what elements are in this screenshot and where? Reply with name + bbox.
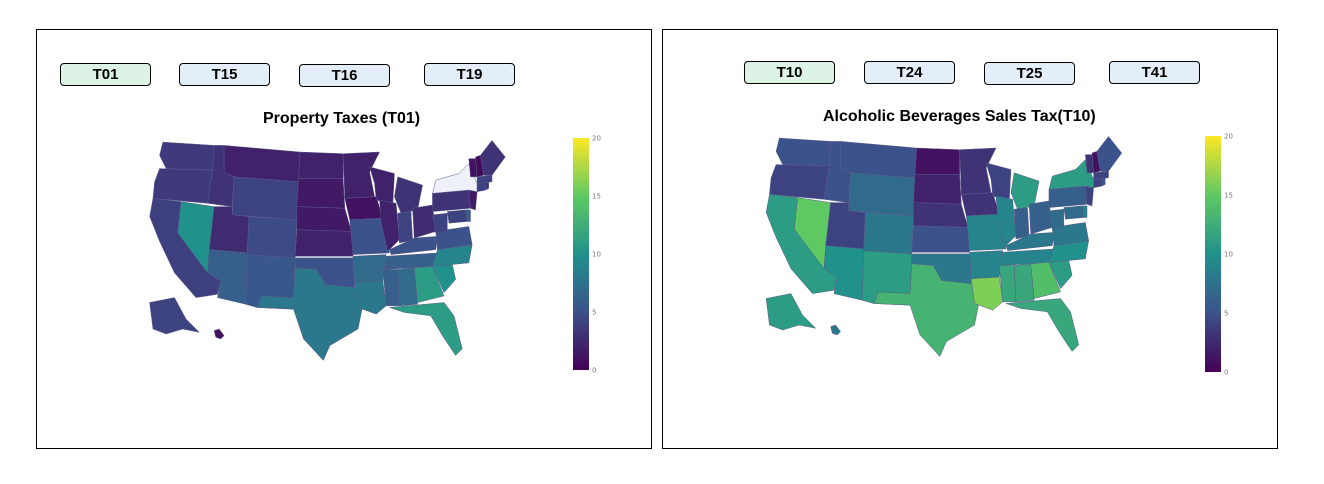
state-WA[interactable] [159, 141, 215, 171]
state-SD[interactable] [913, 174, 962, 205]
state-SD[interactable] [296, 178, 346, 209]
state-CO[interactable] [246, 216, 298, 259]
colorbar: 0 5 10 15 20 [573, 135, 601, 375]
state-MA[interactable] [1093, 170, 1109, 180]
state-GA[interactable] [414, 265, 445, 303]
state-KS[interactable] [911, 225, 970, 253]
state-AR[interactable] [969, 250, 1003, 279]
tab-T01[interactable]: T01 [60, 63, 151, 86]
state-MT[interactable] [223, 145, 301, 183]
state-IN[interactable] [397, 211, 413, 244]
colorbar-tick-label: 15 [1224, 192, 1233, 200]
state-ME[interactable] [480, 140, 506, 176]
colorbar-tick-label: 0 [1224, 369, 1228, 377]
state-WA[interactable] [775, 137, 831, 167]
colorbar-tick-label: 20 [1224, 133, 1233, 141]
state-PA[interactable] [432, 189, 471, 212]
colorbar-gradient [1205, 136, 1221, 372]
tab-T16[interactable]: T16 [299, 64, 390, 87]
state-VA[interactable] [1052, 222, 1089, 246]
property-taxes-panel: T01 T15 T16 T19 Property Taxes (T01) 0 5 1… [36, 29, 652, 449]
state-MN[interactable] [959, 147, 997, 195]
colorbar-tick-label: 5 [1224, 310, 1228, 318]
tab-T10[interactable]: T10 [744, 61, 835, 84]
us-choropleth-map [765, 136, 1122, 357]
state-PA[interactable] [1048, 185, 1088, 208]
map-title: Property Taxes (T01) [263, 110, 421, 127]
state-AK[interactable] [765, 293, 817, 331]
alcohol-tax-panel: T10 T24 T25 T41 Alcoholic Beverages Sale… [662, 29, 1278, 449]
state-WV[interactable] [432, 212, 448, 234]
state-WY[interactable] [232, 176, 299, 221]
state-AR[interactable] [352, 254, 387, 283]
state-IL[interactable] [995, 195, 1017, 248]
state-MD[interactable] [1063, 205, 1084, 220]
state-MA[interactable] [476, 174, 493, 184]
state-RI[interactable] [485, 181, 489, 191]
tab-T25[interactable]: T25 [984, 62, 1075, 85]
us-choropleth-map [149, 140, 506, 361]
colorbar-tick-label: 0 [592, 367, 596, 375]
state-WV[interactable] [1048, 208, 1065, 230]
colorbar-gradient [573, 138, 589, 370]
state-TX[interactable] [256, 267, 364, 361]
state-RI[interactable] [1101, 177, 1106, 187]
state-WY[interactable] [848, 172, 916, 217]
state-FL[interactable] [1005, 298, 1079, 352]
state-ND[interactable] [914, 147, 960, 175]
map-title: Alcoholic Beverages Sales Tax(T10) [823, 108, 1096, 125]
state-LA[interactable] [354, 280, 387, 315]
state-TX[interactable] [873, 263, 980, 357]
state-HI[interactable] [830, 324, 841, 336]
state-AL[interactable] [397, 267, 418, 307]
colorbar-tick-label: 10 [1224, 251, 1233, 259]
state-IN[interactable] [1013, 207, 1030, 240]
colorbar-tick-label: 20 [592, 135, 601, 143]
state-AL[interactable] [1013, 263, 1035, 303]
tab-T15[interactable]: T15 [179, 63, 270, 86]
state-OR[interactable] [769, 164, 830, 200]
state-DE[interactable] [465, 209, 471, 222]
state-MT[interactable] [840, 141, 917, 179]
state-ME[interactable] [1096, 136, 1122, 172]
state-OR[interactable] [152, 168, 213, 204]
state-MO[interactable] [966, 213, 1007, 251]
state-MO[interactable] [349, 217, 390, 255]
state-MN[interactable] [342, 151, 380, 199]
state-VA[interactable] [435, 226, 473, 250]
colorbar-tick-label: 10 [592, 251, 601, 259]
state-CO[interactable] [863, 212, 914, 255]
colorbar: 0 5 10 15 20 [1205, 133, 1233, 377]
state-DE[interactable] [1081, 205, 1088, 218]
tab-T24[interactable]: T24 [864, 61, 955, 84]
state-LA[interactable] [970, 276, 1003, 311]
state-NE[interactable] [296, 206, 352, 232]
state-ND[interactable] [298, 151, 344, 179]
state-GA[interactable] [1030, 261, 1061, 299]
state-HI[interactable] [213, 328, 225, 340]
state-KS[interactable] [294, 229, 354, 257]
state-AK[interactable] [149, 297, 200, 335]
state-IL[interactable] [379, 199, 400, 252]
state-FL[interactable] [389, 302, 463, 356]
tab-T41[interactable]: T41 [1109, 61, 1200, 84]
colorbar-tick-label: 15 [592, 193, 601, 201]
state-MD[interactable] [447, 209, 468, 224]
state-NE[interactable] [913, 202, 969, 228]
colorbar-tick-label: 5 [592, 309, 596, 317]
tab-T19[interactable]: T19 [424, 63, 515, 86]
